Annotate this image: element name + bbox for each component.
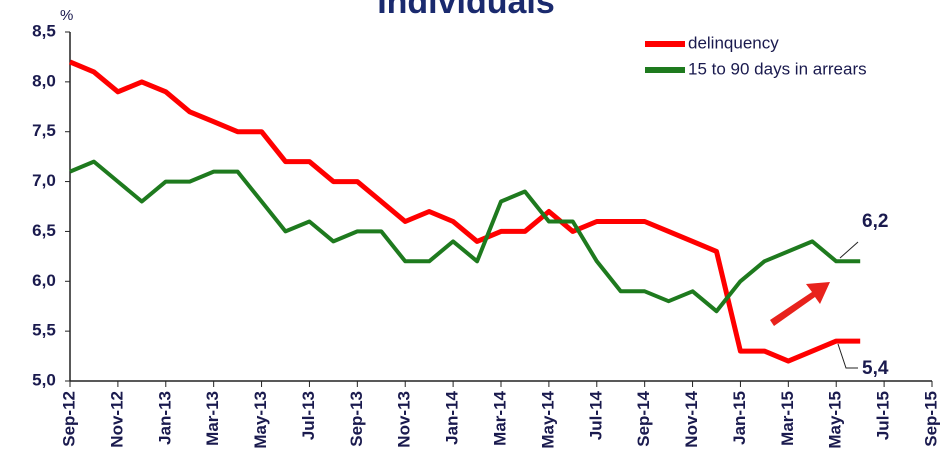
- chart-title: Individuals: [377, 0, 555, 21]
- annotation: 6,2: [862, 211, 888, 232]
- series-line: [69, 59, 861, 364]
- annotation: 5,4: [862, 358, 889, 379]
- x-tick-label: Jul-15: [874, 391, 893, 440]
- x-tick-label: Nov-13: [395, 391, 414, 448]
- x-tick-label: Nov-14: [682, 390, 701, 447]
- x-tick-label: Sep-12: [59, 391, 78, 447]
- x-tick-label: Jan-13: [155, 391, 174, 445]
- y-tick-label: 7,0: [32, 171, 56, 190]
- y-tick-label: 5,5: [32, 321, 56, 340]
- legend-label: 15 to 90 days in arrears: [688, 59, 867, 78]
- y-unit: %: [60, 7, 73, 24]
- x-tick-label: Nov-12: [107, 391, 126, 448]
- x-tick-label: May-14: [538, 390, 557, 448]
- series-line: [69, 159, 861, 314]
- y-tick-label: 6,0: [32, 271, 56, 290]
- x-tick-label: Mar-13: [203, 391, 222, 446]
- x-tick-label: Sep-15: [921, 391, 940, 447]
- y-tick-label: 6,5: [32, 221, 56, 240]
- x-tick-label: Mar-14: [490, 390, 509, 445]
- x-tick-label: Mar-15: [778, 391, 797, 446]
- arrow: [770, 282, 830, 326]
- legend-label: delinquency: [688, 33, 779, 52]
- y-tick-label: 5,0: [32, 370, 56, 389]
- leader: [839, 241, 859, 259]
- x-tick-label: May-13: [251, 391, 270, 449]
- x-tick-label: Sep-13: [347, 391, 366, 447]
- leader: [837, 343, 858, 369]
- y-tick-label: 8,0: [32, 71, 56, 90]
- x-tick-label: Jan-14: [443, 390, 462, 444]
- y-tick-label: 7,5: [32, 121, 56, 140]
- x-tick-label: Sep-14: [634, 390, 653, 446]
- x-tick-label: May-15: [826, 391, 845, 449]
- x-tick-label: Jul-13: [299, 391, 318, 440]
- x-tick-label: Jan-15: [730, 391, 749, 445]
- y-tick-label: 8,5: [32, 21, 56, 40]
- x-tick-label: Jul-14: [586, 390, 605, 440]
